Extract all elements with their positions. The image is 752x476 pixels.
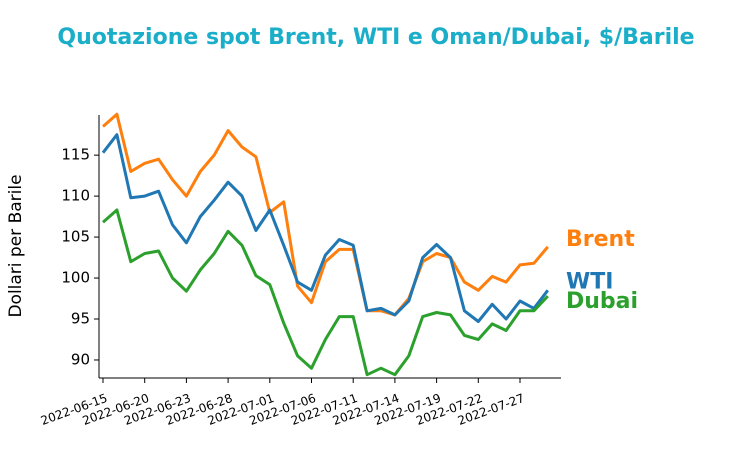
y-tick-label: 95 <box>71 310 90 328</box>
y-tick-label: 105 <box>61 228 90 246</box>
y-tick-label: 100 <box>61 269 90 287</box>
series-label: Brent <box>566 227 635 252</box>
y-tick-label: 110 <box>61 187 90 205</box>
series-line <box>102 112 549 317</box>
y-tick-label: 115 <box>61 146 90 164</box>
chart-title: Quotazione spot Brent, WTI e Oman/Dubai,… <box>57 25 694 50</box>
series-line <box>102 208 549 377</box>
series-line <box>101 133 549 323</box>
y-tick-label: 90 <box>71 350 90 368</box>
y-axis-label: Dollari per Barile <box>6 174 26 317</box>
series-label: WTI <box>566 269 613 294</box>
series-label: Dubai <box>566 289 638 314</box>
